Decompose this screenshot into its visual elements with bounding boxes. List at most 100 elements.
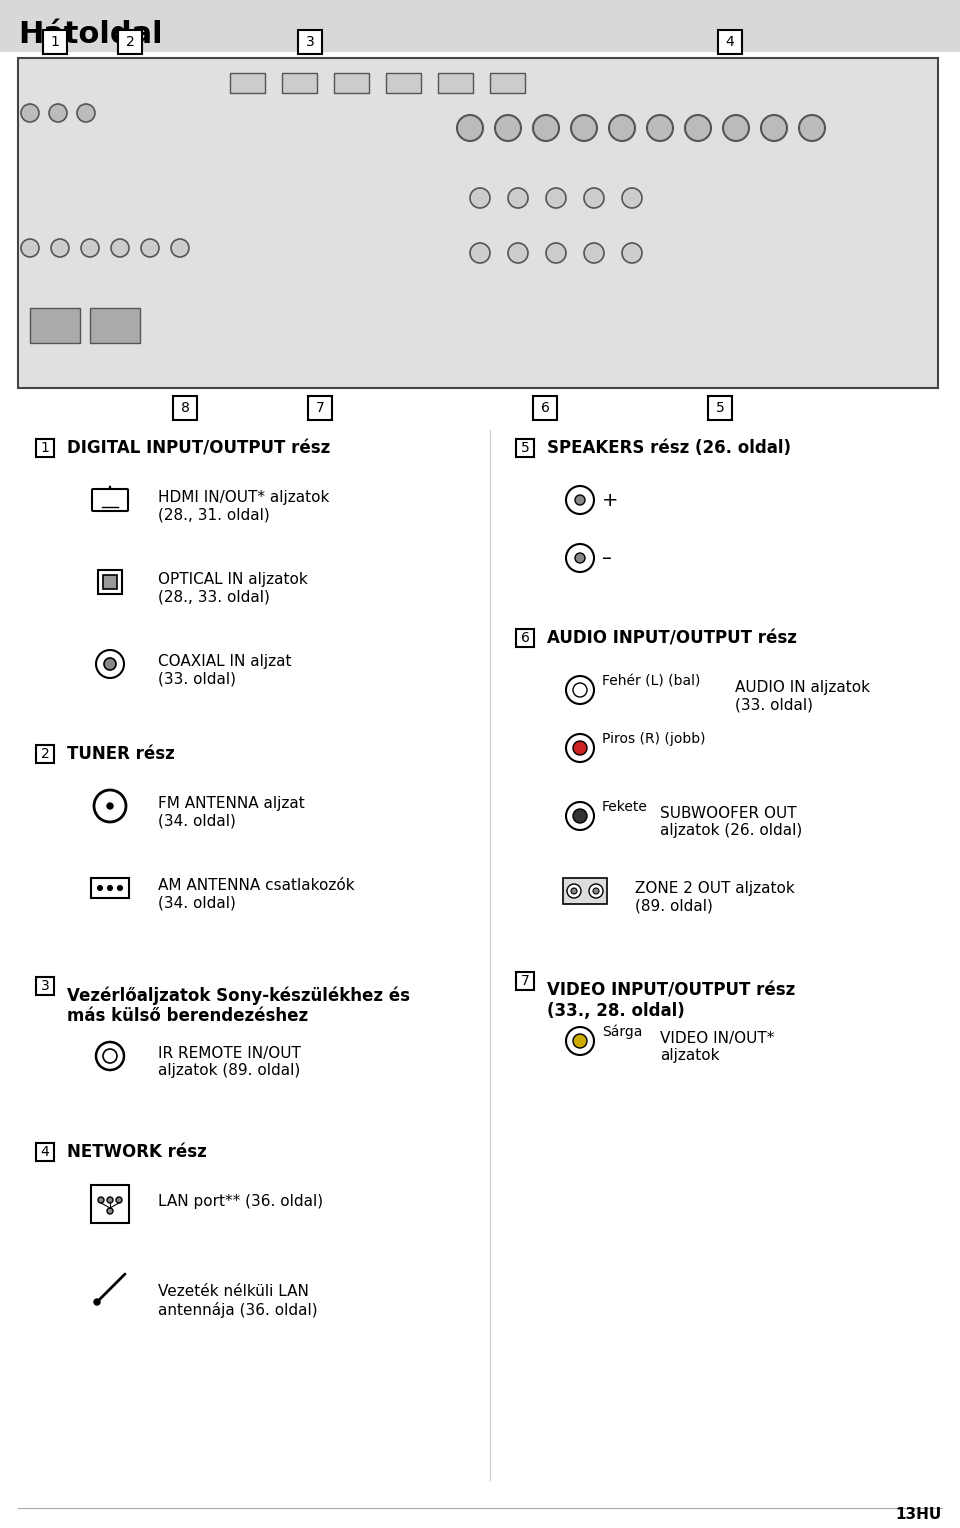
Circle shape	[609, 115, 635, 141]
Bar	[103, 575, 117, 588]
Text: Fehér (L) (bal): Fehér (L) (bal)	[602, 674, 701, 688]
Circle shape	[94, 1299, 100, 1305]
Text: HDMI IN/OUT* aljzatok
(28., 31. oldal): HDMI IN/OUT* aljzatok (28., 31. oldal)	[158, 490, 329, 523]
Text: Vezeték nélküli LAN
antennája (36. oldal): Vezeték nélküli LAN antennája (36. oldal…	[158, 1284, 318, 1317]
Text: 7: 7	[316, 400, 324, 416]
Text: AUDIO IN aljzatok
(33. oldal): AUDIO IN aljzatok (33. oldal)	[735, 680, 870, 712]
Bar	[516, 630, 534, 646]
Bar	[90, 309, 140, 342]
Text: Piros (R) (jobb): Piros (R) (jobb)	[602, 732, 706, 746]
Text: SUBWOOFER OUT
aljzatok (26. oldal): SUBWOOFER OUT aljzatok (26. oldal)	[660, 805, 803, 839]
Circle shape	[589, 885, 603, 898]
Circle shape	[107, 804, 113, 808]
Circle shape	[593, 888, 599, 894]
Text: Vezérlőaljzatok Sony-készülékhez és
más külső berendezéshez: Vezérlőaljzatok Sony-készülékhez és más …	[67, 986, 410, 1025]
Bar	[173, 396, 197, 420]
Text: VIDEO IN/OUT*
aljzatok: VIDEO IN/OUT* aljzatok	[660, 1031, 775, 1063]
Circle shape	[49, 104, 67, 122]
Text: DIGITAL INPUT/OUTPUT rész: DIGITAL INPUT/OUTPUT rész	[67, 439, 330, 457]
Circle shape	[470, 188, 490, 208]
Bar	[91, 1186, 129, 1222]
Text: IR REMOTE IN/OUT
aljzatok (89. oldal): IR REMOTE IN/OUT aljzatok (89. oldal)	[158, 1047, 300, 1079]
Text: ZONE 2 OUT aljzatok
(89. oldal): ZONE 2 OUT aljzatok (89. oldal)	[635, 882, 795, 914]
Circle shape	[575, 495, 585, 504]
Text: FM ANTENNA aljzat
(34. oldal): FM ANTENNA aljzat (34. oldal)	[158, 796, 304, 828]
Circle shape	[566, 486, 594, 513]
Circle shape	[111, 238, 129, 257]
Circle shape	[103, 1050, 117, 1063]
Bar	[0, 0, 960, 52]
Text: –: –	[602, 549, 612, 567]
Circle shape	[108, 886, 112, 891]
Circle shape	[546, 188, 566, 208]
Circle shape	[21, 238, 39, 257]
Circle shape	[21, 104, 39, 122]
Text: 3: 3	[40, 979, 49, 993]
Circle shape	[566, 675, 594, 704]
Text: NETWORK rész: NETWORK rész	[67, 1143, 206, 1161]
Bar	[516, 972, 534, 990]
Circle shape	[96, 1042, 124, 1070]
Circle shape	[647, 115, 673, 141]
Text: 13HU: 13HU	[896, 1507, 942, 1522]
Text: Sárga: Sárga	[602, 1024, 642, 1039]
Text: 3: 3	[305, 35, 314, 49]
Circle shape	[171, 238, 189, 257]
Circle shape	[571, 888, 577, 894]
Circle shape	[116, 1196, 122, 1203]
Text: +: +	[602, 490, 618, 509]
Circle shape	[566, 802, 594, 830]
Circle shape	[470, 243, 490, 263]
Circle shape	[573, 808, 587, 824]
Text: TUNER rész: TUNER rész	[67, 746, 175, 762]
Text: 5: 5	[520, 442, 529, 455]
Text: Hátoldal: Hátoldal	[18, 20, 162, 49]
Circle shape	[508, 188, 528, 208]
Circle shape	[584, 188, 604, 208]
Bar	[718, 31, 742, 53]
Circle shape	[723, 115, 749, 141]
Bar	[43, 31, 67, 53]
Text: 2: 2	[40, 747, 49, 761]
Bar	[36, 1143, 54, 1161]
Circle shape	[685, 115, 711, 141]
Circle shape	[566, 544, 594, 571]
Circle shape	[107, 1196, 113, 1203]
Bar	[386, 73, 421, 93]
Bar	[308, 396, 332, 420]
Bar	[230, 73, 265, 93]
Bar	[36, 746, 54, 762]
Circle shape	[94, 790, 126, 822]
Bar	[438, 73, 473, 93]
Text: 1: 1	[51, 35, 60, 49]
Bar	[30, 309, 80, 342]
Bar	[36, 439, 54, 457]
Circle shape	[117, 886, 123, 891]
Bar	[98, 570, 122, 594]
Circle shape	[495, 115, 521, 141]
Circle shape	[573, 741, 587, 755]
Bar	[298, 31, 322, 53]
Text: COAXIAL IN aljzat
(33. oldal): COAXIAL IN aljzat (33. oldal)	[158, 654, 292, 686]
Circle shape	[104, 659, 116, 669]
Text: 5: 5	[715, 400, 725, 416]
Bar	[708, 396, 732, 420]
Text: 4: 4	[726, 35, 734, 49]
Circle shape	[546, 243, 566, 263]
Bar	[91, 879, 129, 898]
Text: AM ANTENNA csatlakozók
(34. oldal): AM ANTENNA csatlakozók (34. oldal)	[158, 879, 354, 911]
Circle shape	[566, 1027, 594, 1054]
Circle shape	[573, 683, 587, 697]
FancyBboxPatch shape	[92, 489, 128, 510]
Circle shape	[584, 243, 604, 263]
Text: 6: 6	[520, 631, 529, 645]
Bar	[118, 31, 142, 53]
Text: 6: 6	[540, 400, 549, 416]
Circle shape	[575, 553, 585, 562]
Bar	[490, 73, 525, 93]
Text: Fekete: Fekete	[602, 801, 648, 814]
Circle shape	[622, 243, 642, 263]
Bar	[334, 73, 369, 93]
Circle shape	[571, 115, 597, 141]
Bar	[36, 976, 54, 995]
